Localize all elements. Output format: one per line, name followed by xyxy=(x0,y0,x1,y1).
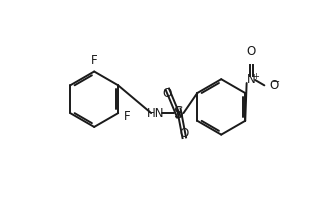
Text: +: + xyxy=(252,72,258,81)
Text: F: F xyxy=(91,54,97,67)
Text: O: O xyxy=(163,87,172,100)
Text: N: N xyxy=(247,73,256,87)
Text: −: − xyxy=(272,77,280,87)
Text: O: O xyxy=(269,79,278,92)
Text: S: S xyxy=(174,106,184,121)
Text: F: F xyxy=(124,110,130,123)
Text: O: O xyxy=(180,127,189,140)
Text: HN: HN xyxy=(147,107,165,120)
Text: O: O xyxy=(247,45,256,58)
